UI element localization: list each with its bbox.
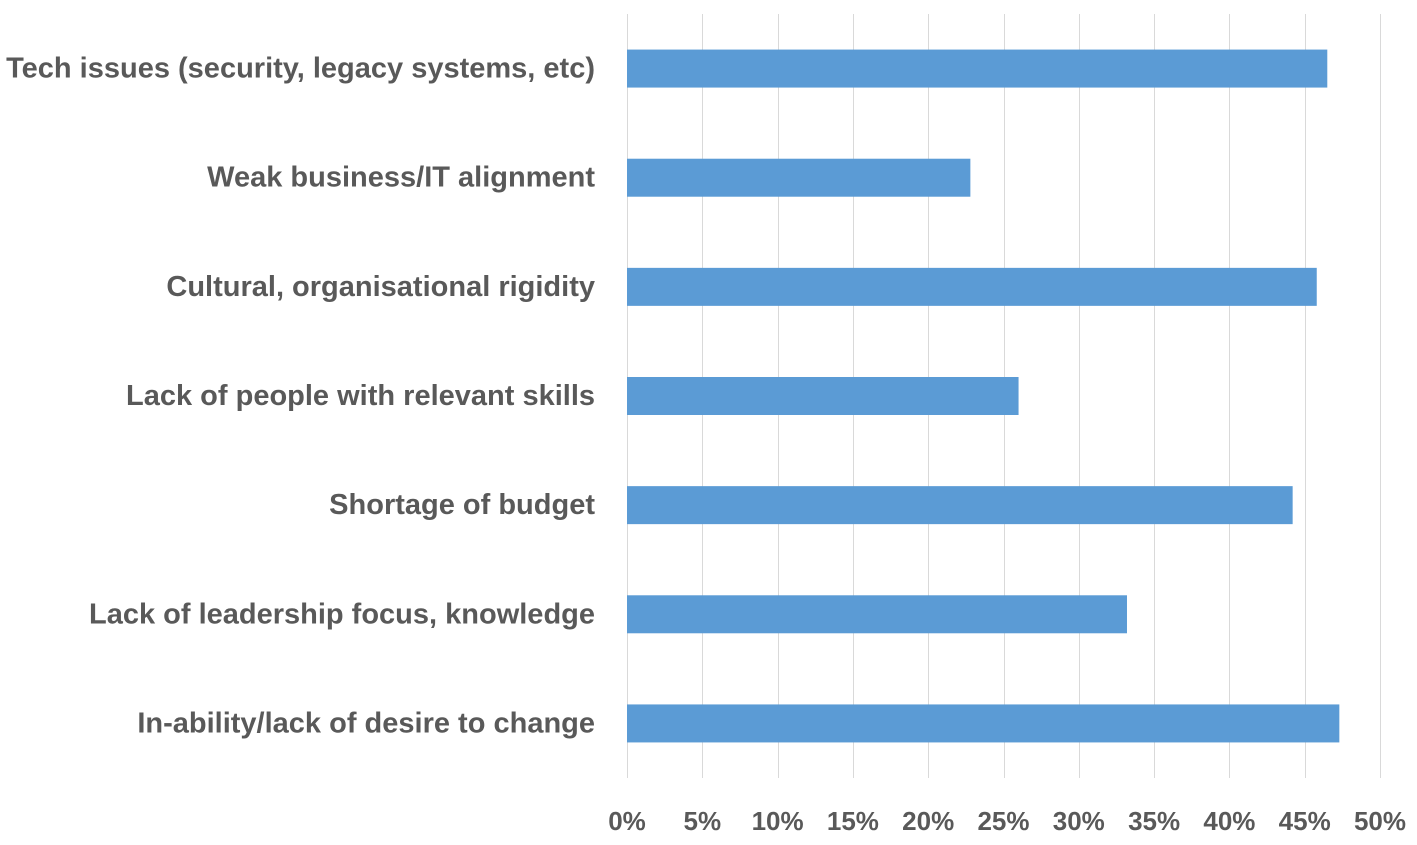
x-tick-label: 50%	[1354, 806, 1406, 836]
category-label: Lack of leadership focus, knowledge	[89, 598, 595, 630]
bar	[627, 49, 1328, 88]
category-label: Tech issues (security, legacy systems, e…	[6, 53, 595, 85]
x-tick-label: 35%	[1128, 806, 1180, 836]
bar	[627, 377, 1019, 415]
x-tick-label: 0%	[608, 806, 646, 836]
bars	[627, 49, 1340, 743]
category-label: Lack of people with relevant skills	[126, 380, 595, 412]
bar	[627, 486, 1293, 525]
x-tick-label: 25%	[977, 806, 1029, 836]
bar	[627, 704, 1340, 743]
x-tick-label: 10%	[752, 806, 804, 836]
category-label: In-ability/lack of desire to change	[137, 707, 595, 739]
x-axis-tick-labels: 0% 5% 10% 15% 20% 25% 30% 35% 40% 45% 50%	[608, 806, 1406, 836]
x-tick-label: 30%	[1053, 806, 1105, 836]
category-labels: Tech issues (security, legacy systems, e…	[6, 53, 595, 740]
bar	[627, 267, 1317, 306]
x-tick-label: 15%	[827, 806, 879, 836]
category-label: Cultural, organisational rigidity	[166, 271, 595, 303]
bar	[627, 158, 971, 197]
category-label: Weak business/IT alignment	[207, 162, 595, 194]
x-tick-label: 5%	[684, 806, 722, 836]
x-tick-label: 40%	[1203, 806, 1255, 836]
x-tick-label: 45%	[1279, 806, 1331, 836]
bar	[627, 595, 1127, 634]
x-tick-label: 20%	[902, 806, 954, 836]
category-label: Shortage of budget	[329, 489, 595, 521]
